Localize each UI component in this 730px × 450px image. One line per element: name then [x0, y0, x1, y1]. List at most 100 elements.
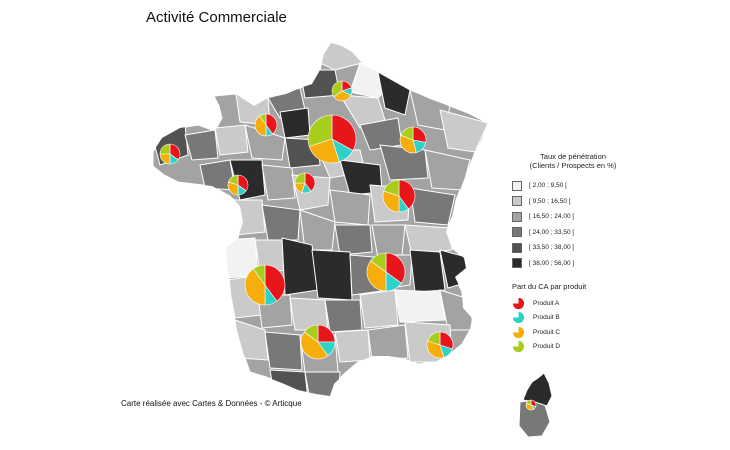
class-swatch	[512, 211, 522, 222]
department	[404, 224, 453, 256]
penetration-class-row: [ 38,00 ; 56,00 ]	[508, 256, 638, 272]
department	[184, 129, 219, 161]
class-label: [ 33,50 ; 38,00 [	[529, 244, 575, 252]
slice-produit-a	[331, 114, 357, 151]
product-row: Produit C	[512, 325, 642, 340]
penetration-legend-title: Taux de pénétration (Clients / Prospects…	[508, 152, 638, 170]
department	[229, 199, 266, 236]
penetration-legend-title-line1: Taux de pénétration	[540, 152, 606, 161]
slice-produit-a	[265, 113, 278, 135]
slice-produit-d	[307, 114, 333, 147]
slice-produit-d	[259, 113, 267, 126]
slice-produit-d	[159, 143, 171, 155]
pie-corse	[525, 399, 537, 411]
slice-produit-c	[254, 115, 267, 137]
slice-produit-c	[399, 134, 417, 154]
department	[334, 224, 373, 256]
slice-produit-d	[400, 126, 414, 141]
slice-produit-c	[300, 331, 329, 360]
pie-slice-icon	[512, 312, 525, 324]
penetration-class-row: [ 33,50 ; 38,00 [	[508, 240, 638, 256]
pie-slice-icon	[512, 297, 525, 309]
penetration-class-row: [ 2,00 ; 9,50 [	[508, 178, 638, 194]
pie-paca	[426, 331, 454, 359]
department	[264, 331, 303, 371]
product-row: Produit B	[512, 311, 642, 326]
map-title: Activité Commerciale	[146, 9, 287, 26]
class-label: [ 16,50 ; 24,00 [	[529, 213, 575, 221]
slice-produit-a	[237, 174, 249, 192]
corsica-north	[522, 372, 553, 407]
slice-produit-d	[303, 324, 319, 343]
slice-produit-d	[228, 174, 239, 186]
department	[261, 164, 296, 201]
department	[289, 297, 329, 331]
pie-slice-icon-shape	[512, 312, 525, 324]
class-swatch	[512, 180, 522, 191]
department	[394, 289, 446, 323]
product-label: Produit D	[533, 343, 561, 351]
slice-produit-a	[169, 143, 181, 161]
pie-champagne-ardenne	[399, 126, 427, 154]
pie-slice-icon-shape	[512, 297, 525, 309]
penetration-legend-title-line2: (Clients / Prospects en %)	[529, 161, 617, 170]
pie-rhone-alpes	[366, 252, 406, 292]
department	[329, 189, 371, 226]
department	[377, 71, 411, 116]
class-swatch	[512, 258, 522, 269]
department	[367, 324, 409, 361]
product-row: Produit D	[512, 340, 642, 355]
pie-bretagne	[159, 143, 181, 165]
slice-produit-d	[331, 80, 343, 98]
pie-bourgogne	[382, 179, 416, 213]
class-swatch	[512, 242, 522, 253]
penetration-class-row: [ 24,00 ; 33,50 [	[508, 225, 638, 241]
products-legend: Part du CA par produit Produit A Produit…	[512, 282, 642, 354]
pie-slice-icon-shape	[512, 326, 525, 338]
department	[299, 209, 336, 251]
slice-produit-d	[383, 179, 400, 197]
pie-slice-icon-shape	[512, 341, 525, 353]
department	[334, 329, 371, 363]
pie-centre	[294, 172, 316, 194]
class-swatch	[512, 227, 522, 238]
department	[439, 109, 488, 153]
slice-produit-a	[304, 172, 316, 192]
department	[279, 107, 311, 139]
slice-produit-a	[264, 264, 286, 302]
penetration-classes: [ 2,00 ; 9,50 [ [ 9,50 ; 16,50 [ [ 16,50…	[508, 178, 638, 271]
class-label: [ 24,00 ; 33,50 [	[529, 228, 575, 236]
pie-pays-de-la-loire	[227, 174, 249, 196]
slice-produit-c	[382, 190, 400, 213]
class-label: [ 38,00 ; 56,00 ]	[529, 259, 575, 267]
corsica	[518, 372, 553, 438]
department	[261, 204, 301, 241]
slice-produit-c	[366, 260, 387, 292]
penetration-class-row: [ 9,50 ; 16,50 [	[508, 194, 638, 210]
class-label: [ 2,00 ; 9,50 [	[529, 182, 567, 190]
department	[409, 187, 456, 226]
pie-ile-de-france	[307, 114, 357, 164]
pie-aquitaine	[244, 264, 286, 306]
pie-midi-pyrenees	[300, 324, 336, 360]
slice-produit-d	[427, 331, 441, 346]
pie-slice-icon	[512, 341, 525, 353]
slice-produit-a	[439, 331, 454, 350]
products-legend-title: Part du CA par produit	[512, 282, 587, 291]
class-label: [ 9,50 ; 16,50 [	[529, 197, 571, 205]
pie-haute-normandie	[254, 113, 278, 137]
department	[324, 299, 363, 333]
slice-produit-d	[525, 399, 532, 406]
department	[269, 369, 309, 396]
map-credit: Carte réalisée avec Cartes & Données - ©…	[121, 399, 302, 408]
product-label: Produit C	[533, 328, 561, 336]
pie-slice-icon	[512, 326, 525, 338]
slice-produit-d	[294, 172, 306, 184]
department	[409, 249, 446, 293]
department	[304, 371, 341, 396]
department	[311, 249, 353, 301]
penetration-class-row: [ 16,50 ; 24,00 [	[508, 209, 638, 225]
product-row: Produit A	[512, 296, 642, 311]
slice-produit-a	[398, 179, 416, 210]
